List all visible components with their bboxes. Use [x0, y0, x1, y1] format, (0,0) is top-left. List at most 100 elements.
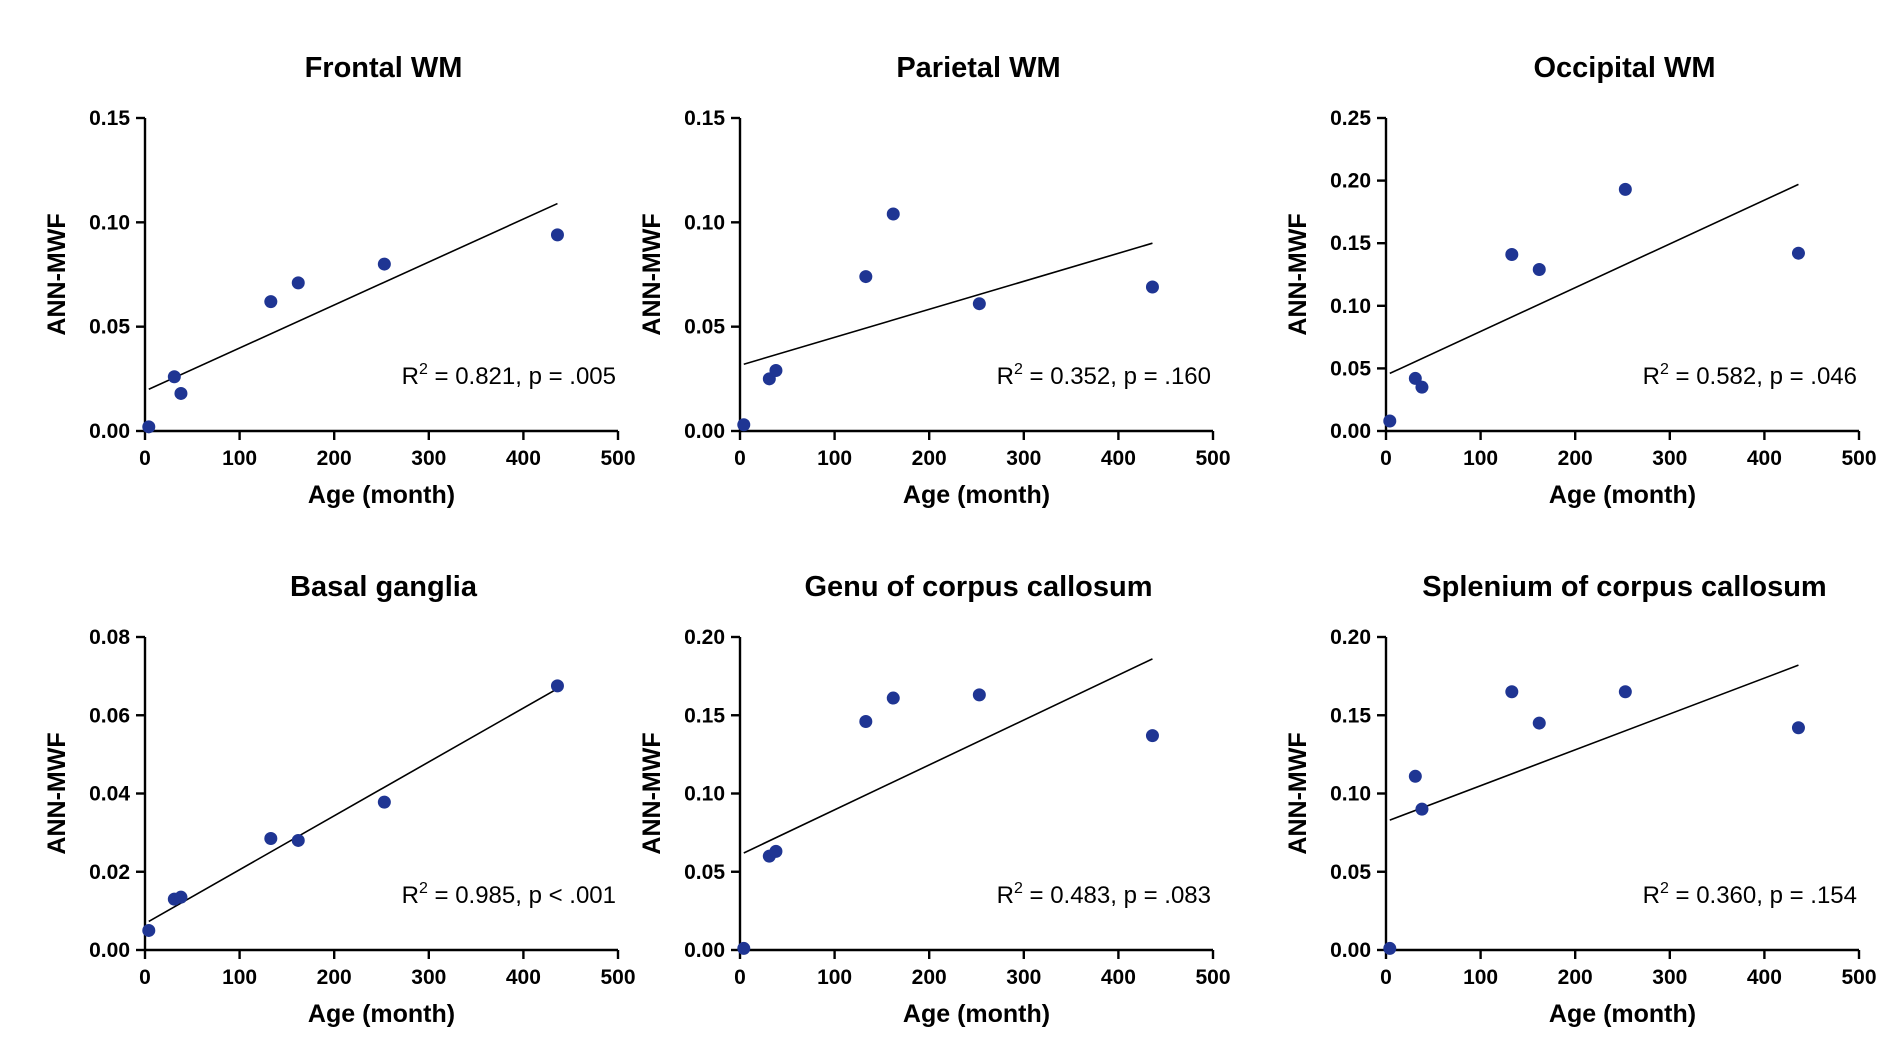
data-point [1415, 380, 1429, 394]
r-squared-annotation: R2 = 0.360, p = .154 [1643, 880, 1857, 909]
x-tick-label: 0 [1380, 447, 1392, 470]
x-tick-label: 500 [600, 966, 635, 989]
regression-line [743, 242, 1153, 365]
data-point [1145, 280, 1159, 294]
x-tick-label: 100 [817, 966, 852, 989]
x-tick-label: 200 [912, 966, 947, 989]
y-axis-title: ANN-MWF [638, 732, 666, 854]
chart-panel-3: Occipital WM 0 100 200 300 400 500 0.00 0.05 0.10… [1284, 52, 1877, 509]
y-tick-label: 0.20 [684, 626, 725, 649]
y-tick-label: 0.00 [1330, 420, 1371, 443]
x-tick-label: 200 [317, 966, 352, 989]
x-axis-title: Age (month) [308, 1000, 455, 1028]
y-tick-label: 0.10 [89, 211, 130, 234]
data-point [550, 228, 564, 242]
r-squared-annotation: R2 = 0.821, p = .005 [402, 361, 616, 390]
y-tick-label: 0.05 [1330, 357, 1371, 380]
data-point [1383, 941, 1397, 955]
x-tick-label: 100 [1463, 966, 1498, 989]
x-tick-label: 300 [1652, 447, 1687, 470]
data-point [1791, 246, 1805, 260]
y-axis-title: ANN-MWF [638, 213, 666, 335]
y-tick-label: 0.05 [684, 861, 725, 884]
annotation-stats: = 0.985, p < .001 [428, 882, 616, 909]
y-tick-label: 0.00 [89, 420, 130, 443]
x-tick-label: 500 [1195, 966, 1230, 989]
x-tick-label: 300 [1652, 966, 1687, 989]
x-tick-label: 400 [1747, 966, 1782, 989]
y-tick-label: 0.15 [1330, 704, 1371, 727]
y-tick-label: 0.05 [89, 316, 130, 339]
data-point [142, 420, 156, 434]
data-point [972, 297, 986, 311]
data-point [769, 363, 783, 377]
annotation-superscript: 2 [419, 361, 428, 378]
x-axis-title: Age (month) [308, 481, 455, 509]
r-squared-annotation: R2 = 0.483, p = .083 [997, 880, 1211, 909]
x-axis-title: Age (month) [1549, 1000, 1696, 1028]
x-tick-label: 500 [1841, 447, 1876, 470]
data-point [377, 795, 391, 809]
x-tick-label: 500 [600, 447, 635, 470]
y-axis-title: ANN-MWF [1284, 213, 1312, 335]
data-point [174, 890, 188, 904]
x-tick-label: 400 [1747, 447, 1782, 470]
annotation-superscript: 2 [1014, 361, 1023, 378]
y-tick-label: 0.00 [89, 939, 130, 962]
x-axis-title: Age (month) [903, 1000, 1050, 1028]
x-tick-label: 500 [1841, 966, 1876, 989]
x-tick-label: 400 [506, 966, 541, 989]
data-point [1618, 182, 1632, 196]
data-point [737, 418, 751, 432]
data-point [886, 691, 900, 705]
annotation-superscript: 2 [1660, 880, 1669, 897]
data-point [377, 257, 391, 271]
chart-panel-5: Genu of corpus callosum 0 100 200 300 400 500 0… [638, 571, 1231, 1028]
annotation-stats: = 0.582, p = .046 [1669, 363, 1857, 390]
x-tick-label: 100 [817, 447, 852, 470]
data-point [859, 270, 873, 284]
data-point [174, 386, 188, 400]
chart-panel-4: Basal ganglia 0 100 200 300 400 500 0.00 0.02 0.0… [43, 571, 636, 1028]
y-tick-label: 0.15 [1330, 232, 1371, 255]
y-tick-label: 0.06 [89, 704, 130, 727]
annotation-prefix: R [997, 882, 1014, 909]
x-tick-label: 100 [222, 447, 257, 470]
annotation-stats: = 0.352, p = .160 [1023, 363, 1211, 390]
data-point [1618, 685, 1632, 699]
x-tick-label: 400 [1101, 447, 1136, 470]
x-tick-label: 300 [411, 447, 446, 470]
y-tick-label: 0.20 [1330, 626, 1371, 649]
data-point [886, 207, 900, 221]
y-tick-label: 0.00 [684, 420, 725, 443]
x-axis-title: Age (month) [903, 481, 1050, 509]
y-tick-label: 0.04 [89, 783, 130, 806]
y-tick-label: 0.20 [1330, 170, 1371, 193]
data-point [167, 370, 181, 384]
x-tick-label: 300 [1006, 447, 1041, 470]
x-tick-label: 400 [506, 447, 541, 470]
data-point [291, 833, 305, 847]
chart-title: Occipital WM [1533, 52, 1715, 84]
y-tick-label: 0.15 [684, 704, 725, 727]
data-point [1415, 802, 1429, 816]
data-point [1505, 247, 1519, 261]
x-tick-label: 500 [1195, 447, 1230, 470]
y-tick-label: 0.10 [684, 783, 725, 806]
data-point [1408, 769, 1422, 783]
annotation-stats: = 0.821, p = .005 [428, 363, 616, 390]
data-point [737, 941, 751, 955]
y-tick-label: 0.05 [1330, 861, 1371, 884]
chart-title: Splenium of corpus callosum [1422, 571, 1826, 603]
data-point [1505, 685, 1519, 699]
annotation-prefix: R [402, 882, 419, 909]
y-tick-label: 0.10 [1330, 783, 1371, 806]
x-tick-label: 0 [734, 966, 746, 989]
data-point [1532, 716, 1546, 730]
x-tick-label: 0 [139, 966, 151, 989]
y-tick-label: 0.25 [1330, 107, 1371, 130]
chart-title: Frontal WM [305, 52, 463, 84]
data-point [859, 715, 873, 729]
y-tick-label: 0.15 [684, 107, 725, 130]
data-point [1532, 262, 1546, 276]
